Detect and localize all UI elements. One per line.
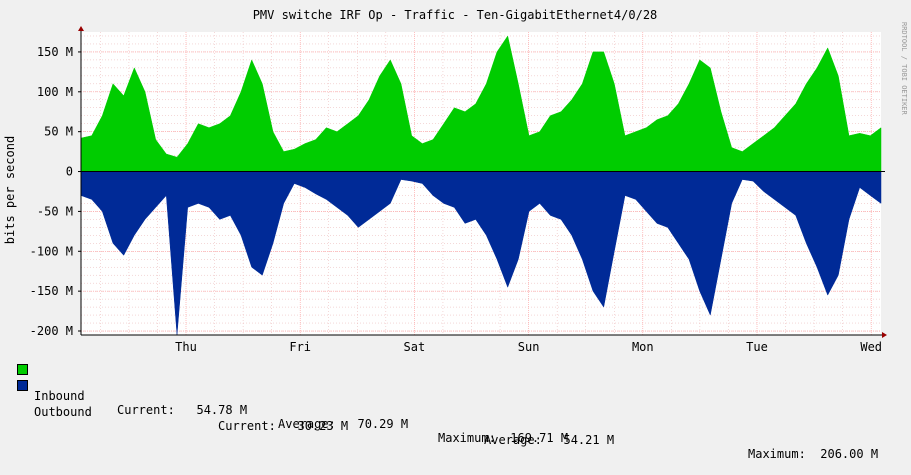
y-tick-label: 100 M (37, 85, 73, 99)
x-tick-label: Tue (746, 340, 768, 354)
y-tick-label: 50 M (44, 125, 73, 139)
x-tick-label: Mon (632, 340, 654, 354)
y-tick-label: -200 M (30, 324, 73, 338)
inbound-current: Current: 54.78 M (117, 403, 248, 417)
x-tick-label: Sun (518, 340, 540, 354)
x-tick-label: Thu (175, 340, 197, 354)
y-tick-labels: 150 M 100 M 50 M 0 -50 M -100 M -150 M -200 M (30, 45, 81, 338)
outbound-swatch (17, 380, 28, 391)
y-tick-label: -150 M (30, 284, 73, 298)
x-tick-labels: Thu Fri Sat Sun Mon Tue Wed (175, 340, 882, 354)
x-tick-label: Fri (289, 340, 311, 354)
y-tick-label: 150 M (37, 45, 73, 59)
traffic-graph: PMV switche IRF Op - Traffic - Ten-Gigab… (3, 8, 908, 354)
legend: Inbound Current: 54.78 M Average: 70.29 … (0, 0, 911, 461)
y-axis-label: bits per second (3, 136, 17, 244)
y-tick-label: 0 (66, 165, 73, 179)
legend-row-inbound: Inbound Current: 54.78 M Average: 70.29 … (0, 361, 911, 445)
x-tick-label: Wed (860, 340, 882, 354)
outbound-label: Outbound (34, 405, 92, 419)
axes (78, 26, 887, 338)
rrdtool-watermark: RRDTOOL / TOBI OETIKER (900, 22, 908, 116)
x-axis-arrow (882, 332, 887, 338)
y-tick-label: -50 M (37, 204, 73, 218)
x-tick-label: Sat (404, 340, 426, 354)
outbound-average: Average: 54.21 M (484, 433, 615, 447)
data-areas (80, 35, 882, 336)
legend-row-outbound: Outbound Current: 30.23 M Average: 54.21… (0, 377, 911, 461)
outbound-maximum: Maximum: 206.00 M (748, 447, 879, 461)
inbound-area (80, 35, 882, 172)
y-axis-arrow (78, 26, 84, 31)
chart-title: PMV switche IRF Op - Traffic - Ten-Gigab… (253, 8, 658, 22)
outbound-current: Current: 30.23 M (218, 419, 349, 433)
y-tick-label: -100 M (30, 244, 73, 258)
outbound-area (80, 171, 882, 336)
inbound-swatch (17, 364, 28, 375)
